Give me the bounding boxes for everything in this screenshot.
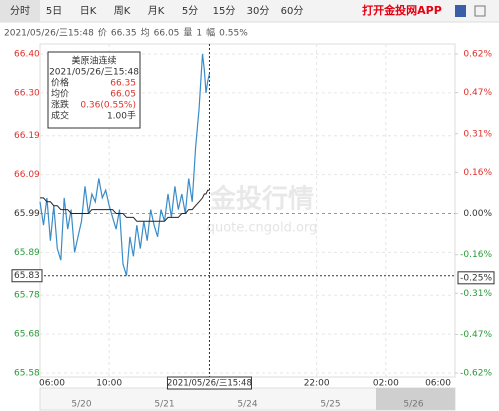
navigator-date[interactable]: 5/26 (403, 400, 423, 410)
y-tick-label: 65.89 (14, 248, 40, 258)
y2-tick-label: -0.31% (460, 289, 492, 299)
crosshair-x-label: 2021/05/26/三15:48 (167, 379, 252, 389)
crosshair-y2-box (457, 271, 495, 285)
crosshair-y2-label: -0.25% (460, 273, 492, 283)
y-tick-label: 66.30 (14, 88, 40, 98)
tooltip (47, 51, 141, 129)
y-tick-label: 65.68 (14, 330, 40, 340)
tab[interactable]: 周K (114, 5, 131, 17)
tooltip-value: 66.35 (110, 79, 136, 89)
active-tab-bg (0, 0, 40, 22)
y-tick-label: 65.78 (14, 291, 40, 301)
x-tick-label: 02:00 (373, 379, 399, 389)
info-avg: 66.05 (154, 29, 180, 39)
x-tick-label: 10:00 (96, 379, 122, 389)
info-price-label: 价 (98, 28, 107, 39)
navigator-date[interactable]: 5/20 (71, 400, 91, 410)
tab[interactable]: 15分 (213, 5, 236, 17)
tooltip-value: 1.00手 (107, 110, 136, 122)
y2-tick-label: 0.31% (463, 129, 492, 139)
info-amp: 0.55% (219, 29, 248, 39)
app-link[interactable]: 打开金投网APP (362, 3, 442, 17)
tab-bar (0, 0, 499, 22)
tooltip-value: 0.36(0.55%) (80, 101, 136, 111)
x-tick-label: 06:00 (425, 379, 451, 389)
price-line (40, 189, 210, 222)
y2-tick-label: 0.00% (463, 209, 492, 219)
y-tick-label: 65.99 (14, 209, 40, 219)
crosshair-y-label: 65.83 (14, 271, 40, 281)
y-tick-label: 65.58 (14, 369, 40, 379)
info-avg-label: 均 (141, 27, 150, 39)
info-vol: 1 (196, 29, 202, 39)
info-time: 2021/05/26/三15:48 (4, 29, 94, 39)
info-price: 66.35 (111, 29, 137, 39)
y-tick-label: 66.40 (14, 50, 40, 60)
tab[interactable]: 月K (148, 5, 165, 17)
navigator-date[interactable]: 5/24 (237, 400, 257, 410)
y-tick-label: 66.19 (14, 131, 40, 141)
tab[interactable]: 30分 (247, 5, 270, 17)
tooltip-key: 成交 (51, 110, 69, 122)
crosshair-x-box (166, 376, 252, 390)
tab[interactable]: 分时 (10, 5, 30, 17)
tooltip-title: 美原油连续 (71, 55, 116, 67)
icon[interactable] (455, 5, 466, 17)
y2-tick-label: 0.62% (463, 50, 492, 60)
crosshair-y-box (11, 269, 43, 283)
x-tick-label: 06:00 (39, 379, 65, 389)
watermark-url: quote.cngold.org (207, 221, 318, 236)
y-tick-label: 66.09 (14, 170, 40, 180)
x-tick-label: 22:00 (304, 379, 330, 389)
tooltip-key: 均价 (51, 88, 69, 100)
tooltip-value: 66.05 (110, 90, 136, 100)
info-amp-label: 幅 (206, 27, 215, 39)
tooltip-key: 涨跌 (51, 100, 69, 111)
y2-tick-label: -0.62% (460, 369, 492, 379)
tab[interactable]: 5日 (46, 6, 62, 17)
y2-tick-label: 0.47% (463, 88, 492, 98)
y2-tick-label: 0.16% (463, 168, 492, 178)
tab[interactable]: 日K (80, 6, 97, 17)
price-line (39, 53, 211, 276)
icon[interactable] (474, 5, 486, 17)
tooltip-time: 2021/05/26/三15:48 (49, 68, 139, 78)
y2-tick-label: -0.47% (460, 330, 492, 340)
tooltip-key: 价格 (51, 77, 69, 89)
y2-tick-label: -0.16% (460, 250, 492, 260)
navigator-date[interactable]: 5/21 (154, 400, 174, 410)
watermark-title: 金投行情 (209, 184, 314, 215)
info-vol-label: 量 (183, 28, 192, 39)
tab[interactable]: 60分 (281, 5, 304, 17)
navigator-window[interactable] (376, 388, 455, 410)
navigator-date[interactable]: 5/25 (320, 400, 340, 410)
info-line: 2021/05/26/三15:48 价 66.35 均 66.05 量 1 幅 0.55% (4, 27, 248, 39)
tab[interactable]: 5分 (182, 5, 198, 17)
